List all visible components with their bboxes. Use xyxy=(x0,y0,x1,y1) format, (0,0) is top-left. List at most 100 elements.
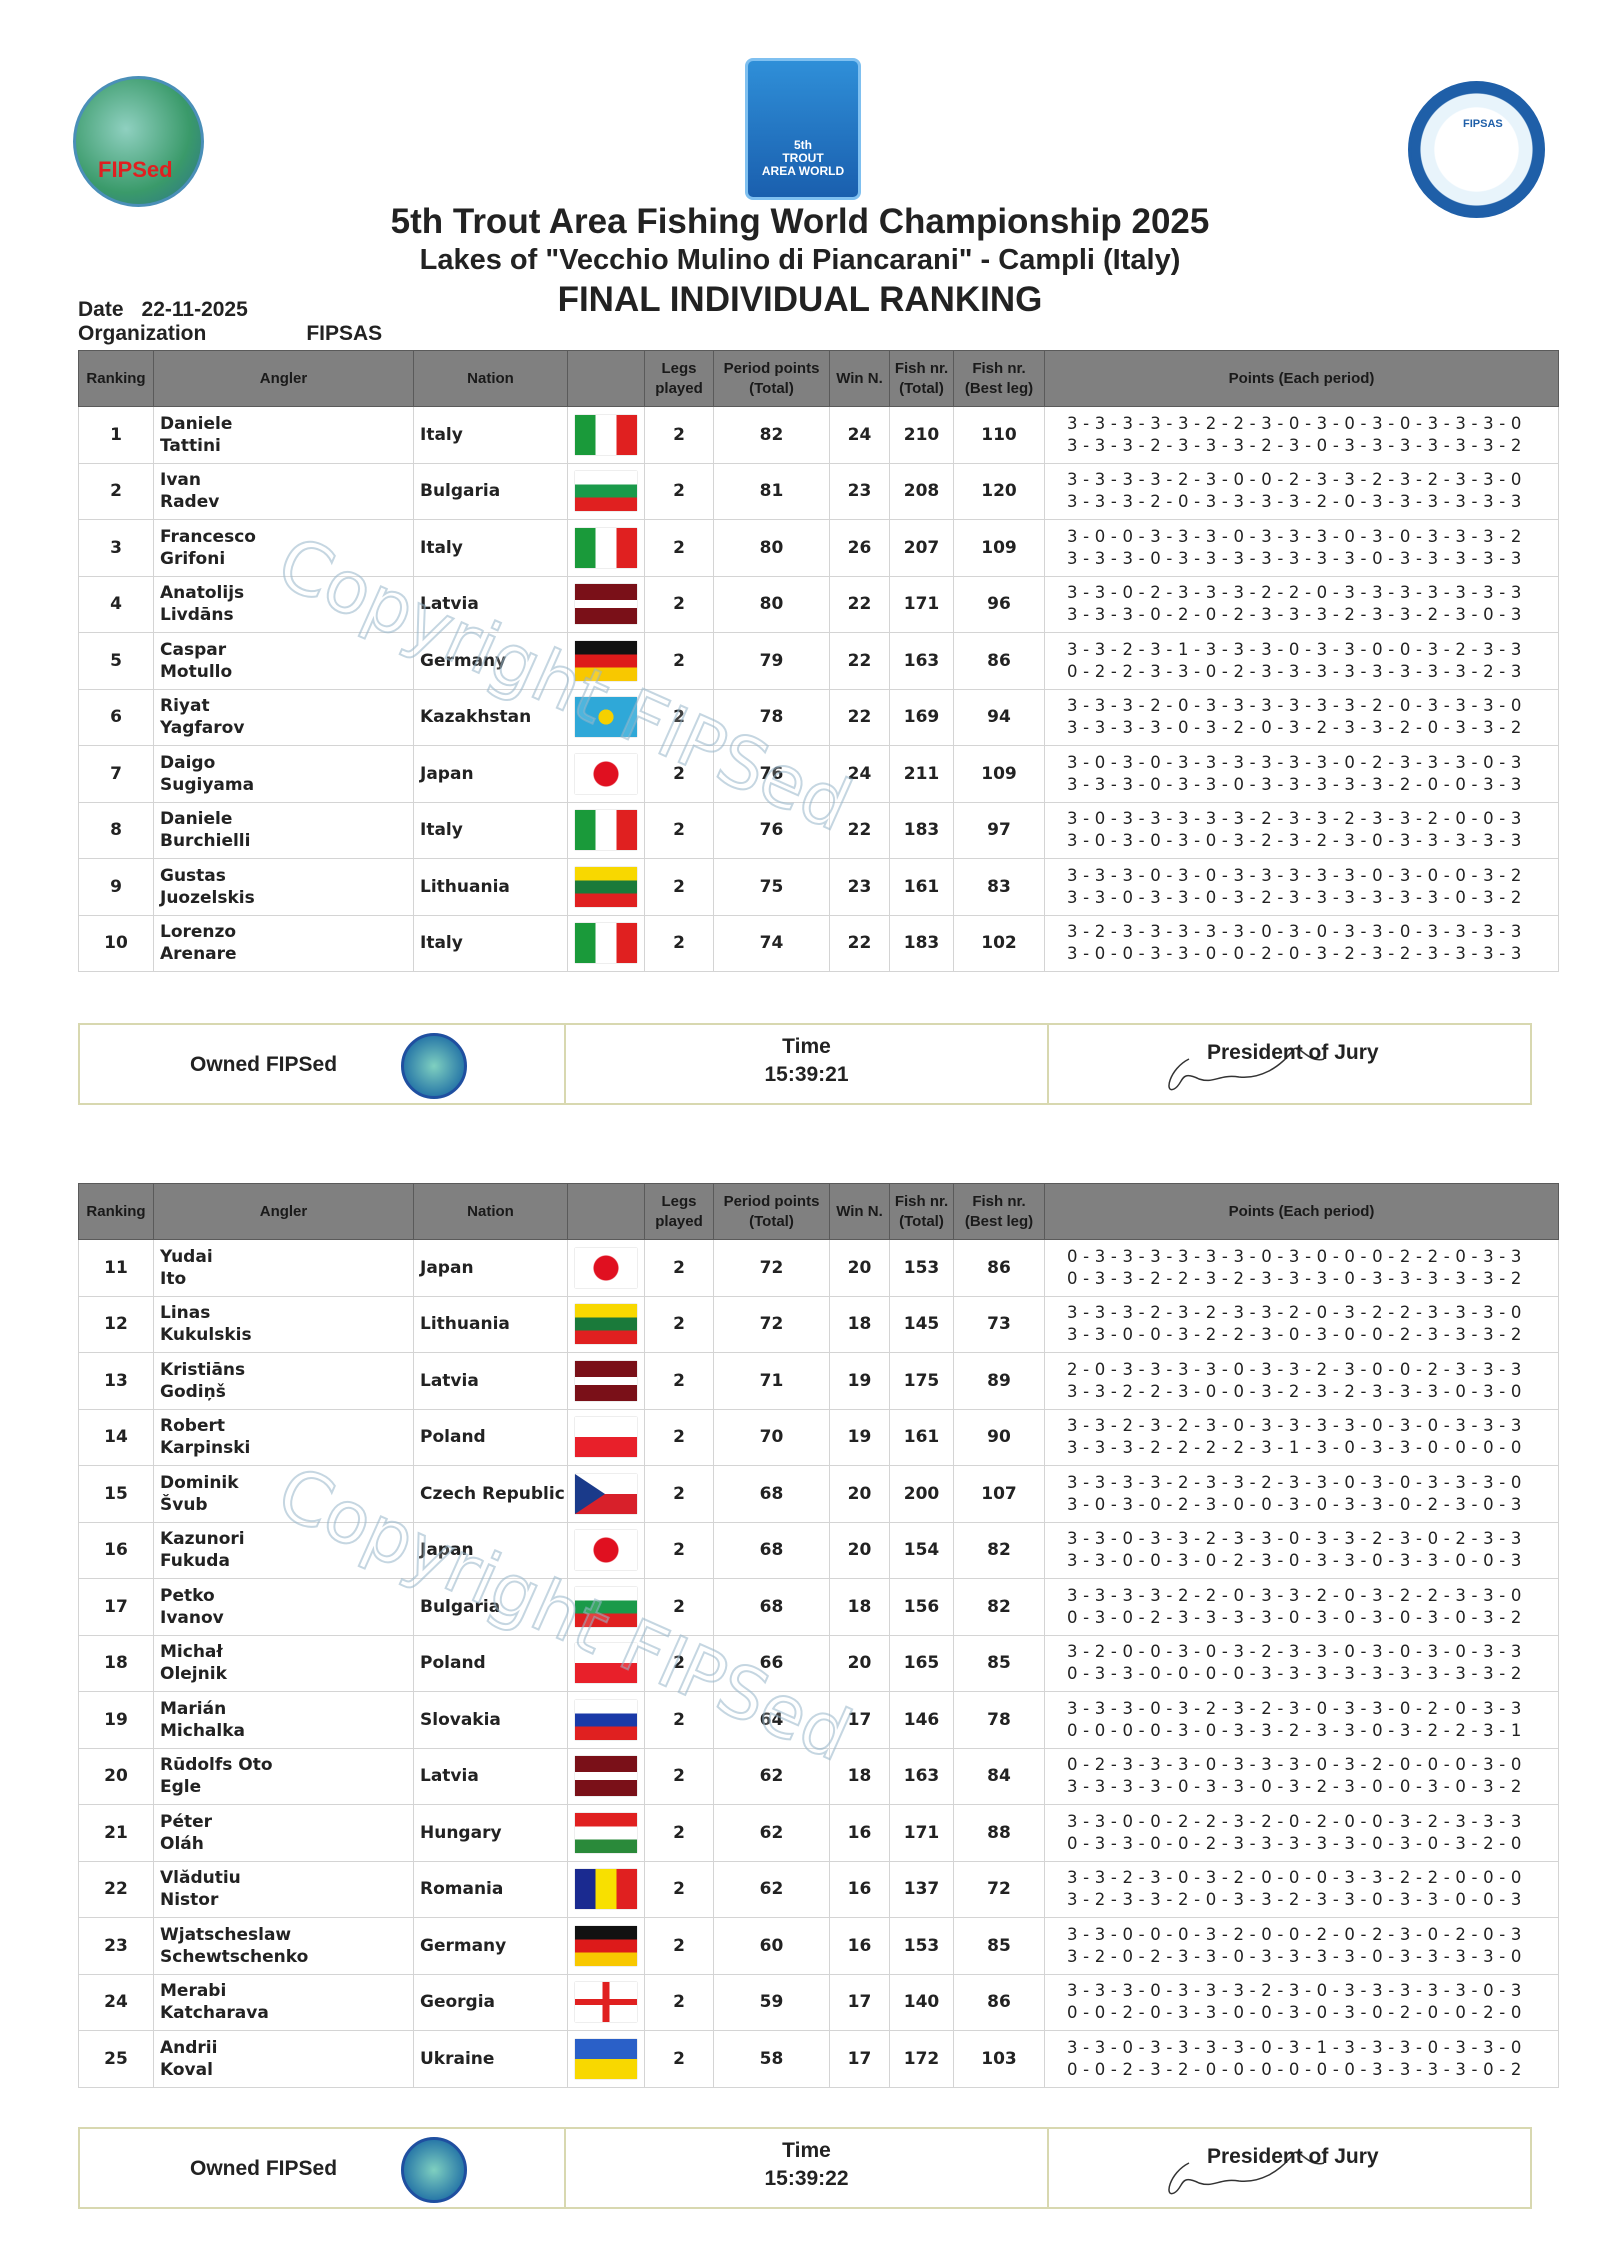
angler: Petko Ivanov xyxy=(153,1578,414,1636)
fish-total: 163 xyxy=(889,1747,954,1805)
angler: Ivan Radev xyxy=(153,462,414,520)
points-each-period: 2 - 0 - 3 - 3 - 3 - 3 - 0 - 3 - 3 - 2 - … xyxy=(1044,1352,1559,1410)
angler-first-name: Kristiāns xyxy=(160,1359,246,1380)
flag-cell xyxy=(567,1352,645,1410)
flag-cell xyxy=(567,1408,645,1466)
points-each-period: 3 - 3 - 0 - 3 - 3 - 3 - 3 - 0 - 3 - 1 - … xyxy=(1044,2030,1559,2088)
angler: Merabi Katcharava xyxy=(153,1973,414,2031)
win-number: 19 xyxy=(829,1408,890,1466)
angler: Kristiāns Godiņš xyxy=(153,1352,414,1410)
nation: Germany xyxy=(413,632,568,690)
win-number: 17 xyxy=(829,1973,890,2031)
legs-played: 2 xyxy=(644,801,714,859)
fish-best-leg: 73 xyxy=(953,1295,1045,1353)
angler: Vlădutiu Nistor xyxy=(153,1860,414,1918)
nation: Poland xyxy=(413,1408,568,1466)
points-leg-1: 3 - 3 - 3 - 0 - 3 - 2 - 3 - 2 - 3 - 0 - … xyxy=(1067,1698,1522,1718)
period-points-total: 72 xyxy=(713,1295,830,1353)
angler: Dominik Švub xyxy=(153,1465,414,1523)
angler-last-name: Fukuda xyxy=(160,1551,230,1572)
president-of-jury-label: President of Jury xyxy=(1207,1041,1379,1064)
points-leg-1: 3 - 0 - 3 - 0 - 3 - 3 - 3 - 3 - 3 - 3 - … xyxy=(1067,752,1522,772)
points-leg-2: 0 - 0 - 2 - 0 - 3 - 3 - 0 - 0 - 3 - 0 - … xyxy=(1067,2003,1522,2023)
angler-first-name: Daniele xyxy=(160,809,233,830)
flag-cell xyxy=(567,1804,645,1862)
points-each-period: 3 - 0 - 0 - 3 - 3 - 3 - 0 - 3 - 3 - 3 - … xyxy=(1044,519,1559,577)
nation: Czech Republic xyxy=(413,1465,568,1523)
fish-total: 153 xyxy=(889,1917,954,1975)
period-points-total: 78 xyxy=(713,688,830,746)
legs-played: 2 xyxy=(644,519,714,577)
flag-cell xyxy=(567,1521,645,1579)
angler-last-name: Ivanov xyxy=(160,1607,224,1628)
angler-first-name: Yudai xyxy=(160,1246,213,1267)
points-each-period: 3 - 2 - 3 - 3 - 3 - 3 - 3 - 0 - 3 - 0 - … xyxy=(1044,914,1559,972)
points-leg-1: 3 - 3 - 0 - 0 - 0 - 3 - 2 - 0 - 0 - 2 - … xyxy=(1067,1924,1522,1944)
table-row: 14 Robert Karpinski Poland 2 70 19 161 90… xyxy=(78,1408,1559,1466)
column-header: Period points (Total) xyxy=(713,350,830,407)
table-row: 2 Ivan Radev Bulgaria 2 81 23 208 120 3 -… xyxy=(78,462,1559,520)
win-number: 24 xyxy=(829,745,890,803)
flag-cell xyxy=(567,575,645,633)
angler: Péter Oláh xyxy=(153,1804,414,1862)
fish-total: 137 xyxy=(889,1860,954,1918)
flag-romania-icon xyxy=(575,1869,637,1910)
organization-value: FIPSAS xyxy=(306,322,383,345)
fish-total: 183 xyxy=(889,914,954,972)
legs-played: 2 xyxy=(644,1578,714,1636)
ranking: 20 xyxy=(78,1747,154,1805)
angler-last-name: Nistor xyxy=(160,1890,219,1911)
fish-total: 156 xyxy=(889,1578,954,1636)
nation: Bulgaria xyxy=(413,1578,568,1636)
nation: Latvia xyxy=(413,1747,568,1805)
period-points-total: 72 xyxy=(713,1239,830,1297)
points-each-period: 3 - 3 - 3 - 0 - 3 - 0 - 3 - 3 - 3 - 3 - … xyxy=(1044,858,1559,916)
flag-cell xyxy=(567,1691,645,1749)
column-header: Legs played xyxy=(644,1183,714,1240)
angler-first-name: Marián xyxy=(160,1698,227,1719)
fish-total: 171 xyxy=(889,575,954,633)
header-row: Ranking Angler Nation Legs played Period poi… xyxy=(78,350,1559,407)
column-header: Points (Each period) xyxy=(1044,350,1559,407)
fish-best-leg: 72 xyxy=(953,1860,1045,1918)
fish-best-leg: 90 xyxy=(953,1408,1045,1466)
nation: Lithuania xyxy=(413,1295,568,1353)
angler-first-name: Wjatscheslaw xyxy=(160,1924,292,1945)
fish-best-leg: 82 xyxy=(953,1578,1045,1636)
nation: Italy xyxy=(413,914,568,972)
period-points-total: 68 xyxy=(713,1521,830,1579)
period-points-total: 66 xyxy=(713,1634,830,1692)
fish-best-leg: 86 xyxy=(953,1239,1045,1297)
flag-japan-icon xyxy=(575,1247,637,1288)
win-number: 23 xyxy=(829,858,890,916)
points-leg-2: 3 - 3 - 3 - 0 - 3 - 3 - 0 - 3 - 3 - 3 - … xyxy=(1067,774,1522,794)
ranking: 8 xyxy=(78,801,154,859)
points-leg-1: 2 - 0 - 3 - 3 - 3 - 3 - 0 - 3 - 3 - 2 - … xyxy=(1067,1359,1522,1379)
nation: Lithuania xyxy=(413,858,568,916)
ranking: 9 xyxy=(78,858,154,916)
fish-total: 172 xyxy=(889,2030,954,2088)
owned-cell: Owned FIPSed xyxy=(80,1025,566,1103)
flag-germany-icon xyxy=(575,1925,637,1966)
win-number: 16 xyxy=(829,1860,890,1918)
footer-box-1: Owned FIPSed Time 15:39:21 President of J… xyxy=(78,1023,1532,1105)
flag-hungary-icon xyxy=(575,1812,637,1853)
points-leg-2: 0 - 3 - 3 - 2 - 2 - 3 - 2 - 3 - 3 - 3 - … xyxy=(1067,1268,1522,1288)
nation: Italy xyxy=(413,801,568,859)
angler-first-name: Petko xyxy=(160,1585,215,1606)
signature-icon xyxy=(1168,1047,1325,1091)
points-leg-1: 3 - 0 - 0 - 3 - 3 - 3 - 0 - 3 - 3 - 3 - … xyxy=(1067,526,1522,546)
legs-played: 2 xyxy=(644,1747,714,1805)
flag-cell xyxy=(567,519,645,577)
nation: Slovakia xyxy=(413,1691,568,1749)
fish-total: 153 xyxy=(889,1239,954,1297)
period-points-total: 68 xyxy=(713,1578,830,1636)
angler-last-name: Yagfarov xyxy=(160,718,245,739)
angler-last-name: Schewtschenko xyxy=(160,1946,309,1967)
angler-first-name: Michał xyxy=(160,1642,223,1663)
nation: Japan xyxy=(413,1521,568,1579)
column-header: Legs played xyxy=(644,350,714,407)
angler: Kazunori Fukuda xyxy=(153,1521,414,1579)
points-each-period: 3 - 3 - 0 - 0 - 2 - 2 - 3 - 2 - 0 - 2 - … xyxy=(1044,1804,1559,1862)
flag-cell xyxy=(567,914,645,972)
